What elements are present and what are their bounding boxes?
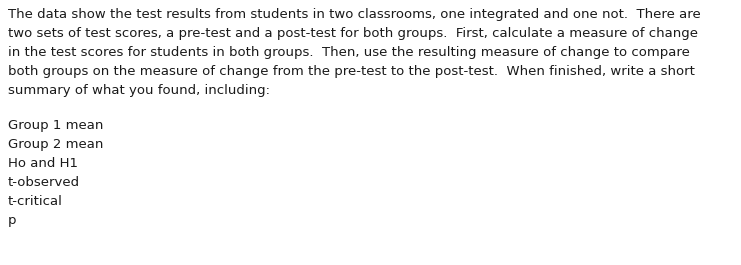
Text: Group 1 mean: Group 1 mean [8,119,104,132]
Text: in the test scores for students in both groups.  Then, use the resulting measure: in the test scores for students in both … [8,46,690,59]
Text: two sets of test scores, a pre-test and a post-test for both groups.  First, cal: two sets of test scores, a pre-test and … [8,27,698,40]
Text: t-observed: t-observed [8,176,80,189]
Text: The data show the test results from students in two classrooms, one integrated a: The data show the test results from stud… [8,8,701,21]
Text: both groups on the measure of change from the pre-test to the post-test.  When f: both groups on the measure of change fro… [8,65,695,78]
Text: Ho and H1: Ho and H1 [8,157,78,170]
Text: summary of what you found, including:: summary of what you found, including: [8,84,270,97]
Text: Group 2 mean: Group 2 mean [8,138,104,151]
Text: p: p [8,214,16,227]
Text: t-critical: t-critical [8,195,63,208]
